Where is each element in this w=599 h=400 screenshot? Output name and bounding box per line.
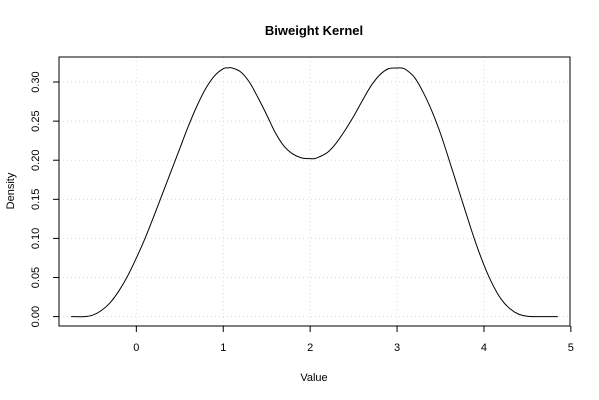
x-axis-label: Value	[300, 372, 327, 384]
density-curve	[71, 67, 558, 318]
x-axis: 0 1 2 3 4 5	[133, 326, 574, 354]
grid-lines	[59, 57, 570, 326]
x-tick-label: 0	[133, 342, 139, 354]
x-tick-label: 2	[307, 342, 313, 354]
y-tick-label: 0.15	[30, 189, 42, 210]
y-tick-label: 0.20	[30, 150, 42, 171]
y-tick-label: 0.30	[30, 71, 42, 92]
y-axis: 0.00 0.05 0.10 0.15 0.20 0.25 0.30	[30, 71, 59, 327]
y-axis-label: Density	[5, 172, 17, 209]
x-tick-label: 1	[220, 342, 226, 354]
x-tick-label: 5	[568, 342, 574, 354]
y-tick-label: 0.10	[30, 228, 42, 249]
y-tick-label: 0.00	[30, 306, 42, 327]
plot-frame	[58, 56, 571, 327]
chart-title: Biweight Kernel	[265, 23, 363, 38]
x-tick-label: 3	[394, 342, 400, 354]
y-tick-label: 0.05	[30, 267, 42, 288]
y-tick-label: 0.25	[30, 110, 42, 131]
x-tick-label: 4	[481, 342, 487, 354]
